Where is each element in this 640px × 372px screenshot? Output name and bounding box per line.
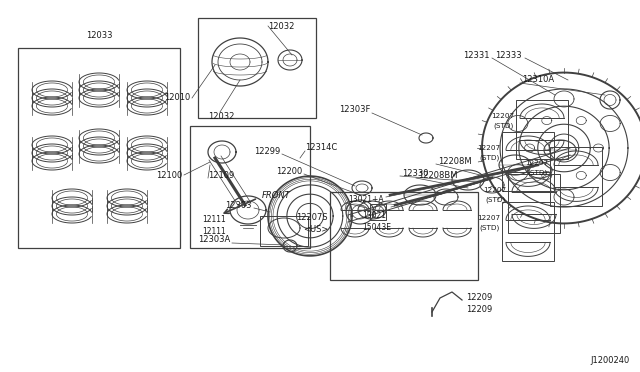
Text: 12032: 12032 bbox=[268, 22, 294, 31]
Bar bbox=[330, 192, 478, 280]
Text: 12208M: 12208M bbox=[438, 157, 472, 167]
Bar bbox=[508, 174, 560, 233]
Bar bbox=[370, 204, 386, 220]
Bar bbox=[516, 100, 568, 159]
Text: 12032: 12032 bbox=[208, 112, 234, 121]
Text: 13021: 13021 bbox=[362, 211, 386, 219]
Text: 12208BM: 12208BM bbox=[418, 171, 458, 180]
Text: 12303: 12303 bbox=[225, 202, 252, 211]
Text: 12303F: 12303F bbox=[339, 106, 370, 115]
Text: 12209: 12209 bbox=[466, 305, 492, 314]
Text: 12207: 12207 bbox=[477, 145, 500, 151]
Text: J1200240: J1200240 bbox=[591, 356, 630, 365]
Text: 12207: 12207 bbox=[477, 215, 500, 221]
Text: 12303A: 12303A bbox=[198, 235, 230, 244]
Text: (STD): (STD) bbox=[486, 197, 506, 203]
Bar bbox=[18, 48, 180, 248]
Bar bbox=[260, 216, 308, 246]
Text: 15043E: 15043E bbox=[362, 224, 391, 232]
Bar bbox=[502, 202, 554, 261]
Text: (STD): (STD) bbox=[528, 170, 548, 176]
Text: 12109: 12109 bbox=[208, 170, 234, 180]
Text: 12033: 12033 bbox=[86, 31, 112, 40]
Bar bbox=[190, 126, 310, 248]
Text: 12207S: 12207S bbox=[296, 214, 328, 222]
Text: 12331: 12331 bbox=[463, 51, 490, 60]
Text: 12207: 12207 bbox=[525, 160, 548, 166]
Text: 12209: 12209 bbox=[466, 294, 492, 302]
Bar bbox=[550, 147, 602, 206]
Text: FRONT: FRONT bbox=[262, 192, 291, 201]
Text: (STD): (STD) bbox=[480, 225, 500, 231]
Text: (STD): (STD) bbox=[480, 155, 500, 161]
Text: 12200: 12200 bbox=[276, 167, 302, 176]
Text: (STD): (STD) bbox=[493, 123, 514, 129]
Text: 12333: 12333 bbox=[495, 51, 522, 60]
Text: 12299: 12299 bbox=[253, 148, 280, 157]
Text: 12314C: 12314C bbox=[305, 144, 337, 153]
Text: 12100: 12100 bbox=[156, 170, 182, 180]
Text: 12111: 12111 bbox=[202, 228, 226, 237]
Text: <US>: <US> bbox=[303, 225, 328, 234]
Text: 12330: 12330 bbox=[402, 170, 429, 179]
Bar bbox=[502, 132, 554, 191]
Bar bbox=[198, 18, 316, 118]
Text: 12207: 12207 bbox=[483, 187, 506, 193]
Text: 12310A: 12310A bbox=[522, 76, 554, 84]
Text: 12010: 12010 bbox=[164, 93, 190, 103]
Text: 12111: 12111 bbox=[202, 215, 226, 224]
Text: 12207: 12207 bbox=[491, 113, 514, 119]
Text: 13021+A: 13021+A bbox=[348, 196, 383, 205]
